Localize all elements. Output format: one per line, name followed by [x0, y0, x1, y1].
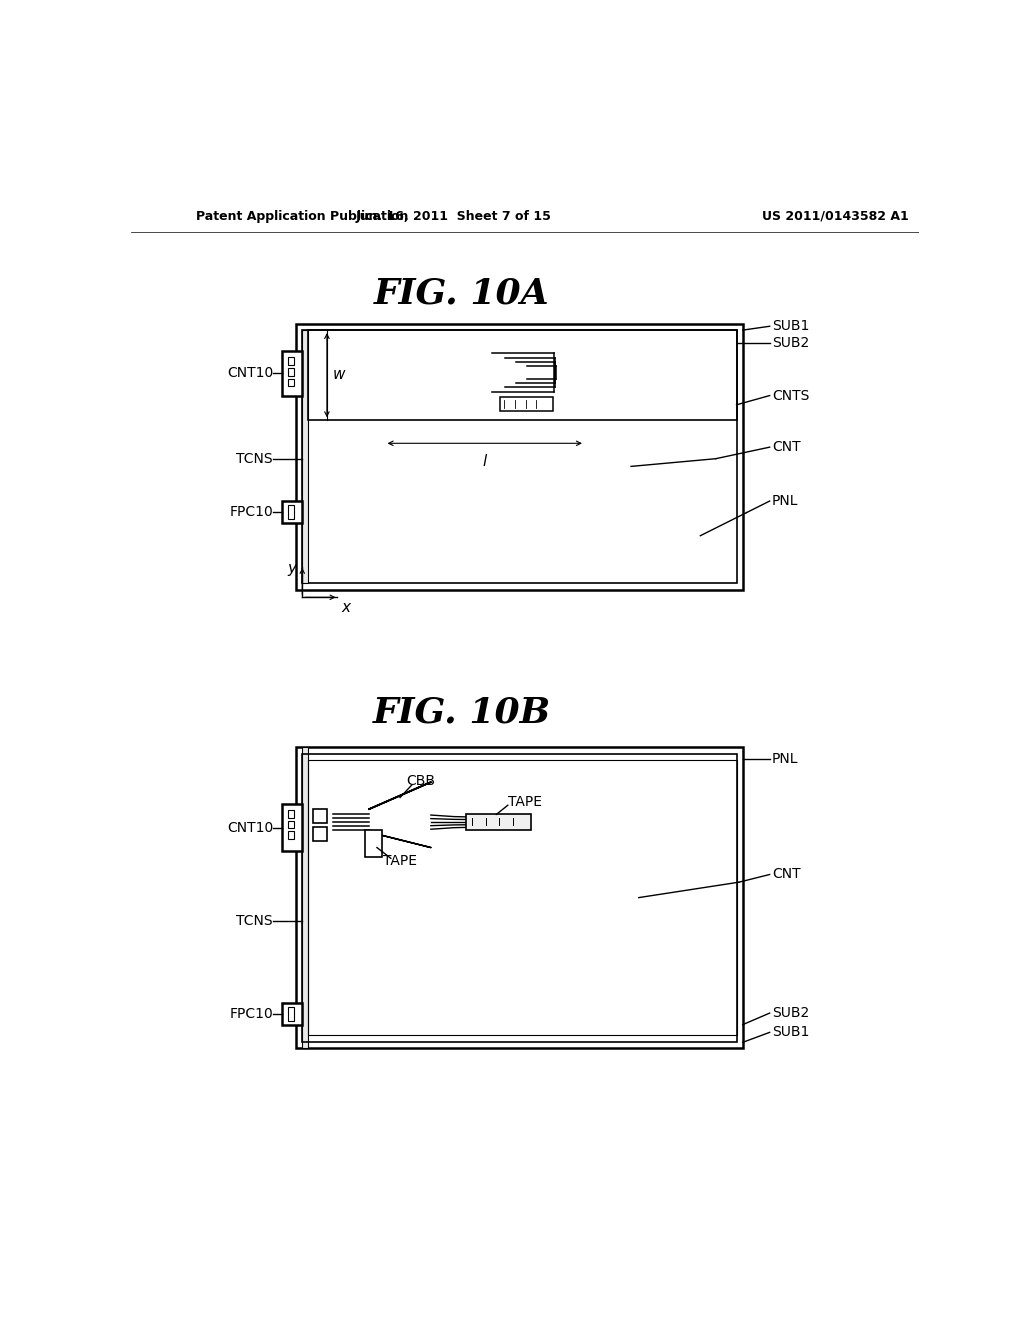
- Bar: [288, 368, 294, 376]
- Text: CNT: CNT: [772, 440, 801, 454]
- Bar: [366, 830, 382, 857]
- Text: US 2011/0143582 A1: US 2011/0143582 A1: [762, 210, 908, 223]
- Bar: [283, 351, 302, 396]
- Text: Jun. 16, 2011  Sheet 7 of 15: Jun. 16, 2011 Sheet 7 of 15: [356, 210, 552, 223]
- Text: w: w: [333, 367, 345, 383]
- Text: SUB1: SUB1: [772, 1026, 809, 1039]
- Text: l: l: [482, 454, 486, 469]
- Text: SUB2: SUB2: [772, 1006, 809, 1020]
- Bar: [283, 502, 302, 523]
- Bar: [302, 330, 308, 583]
- Bar: [302, 754, 736, 1041]
- Bar: [288, 1007, 294, 1020]
- Text: SUB1: SUB1: [772, 319, 809, 333]
- Bar: [313, 826, 327, 841]
- Text: FIG. 10B: FIG. 10B: [373, 696, 551, 730]
- Text: TAPE: TAPE: [508, 795, 542, 809]
- Text: PNL: PNL: [772, 752, 799, 766]
- Bar: [288, 358, 294, 364]
- Text: CNT10: CNT10: [226, 821, 273, 834]
- Text: SUB2: SUB2: [772, 337, 809, 350]
- Bar: [296, 323, 742, 590]
- Text: TAPE: TAPE: [383, 854, 417, 867]
- Text: CNTS: CNTS: [772, 388, 809, 403]
- Bar: [296, 747, 742, 1048]
- Text: Patent Application Publication: Patent Application Publication: [196, 210, 409, 223]
- Bar: [308, 760, 736, 1035]
- Bar: [302, 330, 736, 583]
- Bar: [500, 397, 553, 411]
- Bar: [288, 832, 294, 840]
- Bar: [302, 747, 308, 1048]
- Bar: [313, 809, 327, 822]
- Bar: [288, 821, 294, 829]
- Bar: [288, 506, 294, 519]
- Bar: [288, 810, 294, 817]
- Bar: [308, 330, 736, 420]
- Text: CBB: CBB: [407, 774, 435, 788]
- Text: CNT: CNT: [772, 867, 801, 882]
- Text: FPC10: FPC10: [229, 1007, 273, 1020]
- Text: y: y: [287, 561, 296, 576]
- Text: PNL: PNL: [772, 494, 799, 508]
- Text: x: x: [342, 599, 350, 615]
- Bar: [466, 814, 531, 830]
- Text: TCNS: TCNS: [237, 913, 273, 928]
- Bar: [283, 804, 302, 851]
- Bar: [288, 379, 294, 387]
- Text: CNT10: CNT10: [226, 366, 273, 380]
- Text: FIG. 10A: FIG. 10A: [374, 276, 550, 310]
- Bar: [283, 1003, 302, 1024]
- Text: TCNS: TCNS: [237, 451, 273, 466]
- Text: FPC10: FPC10: [229, 504, 273, 519]
